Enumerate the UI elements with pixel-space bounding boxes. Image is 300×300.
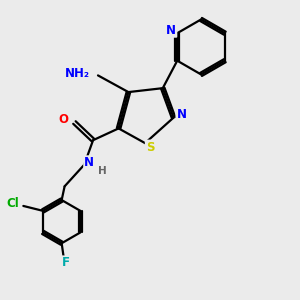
Text: O: O	[58, 113, 68, 126]
Text: N: N	[176, 108, 186, 121]
Text: Cl: Cl	[7, 197, 20, 211]
Text: H: H	[98, 166, 106, 176]
Text: NH₂: NH₂	[65, 67, 90, 80]
Text: F: F	[61, 256, 70, 269]
Text: N: N	[84, 156, 94, 169]
Text: S: S	[146, 141, 154, 154]
Text: N: N	[166, 24, 176, 37]
